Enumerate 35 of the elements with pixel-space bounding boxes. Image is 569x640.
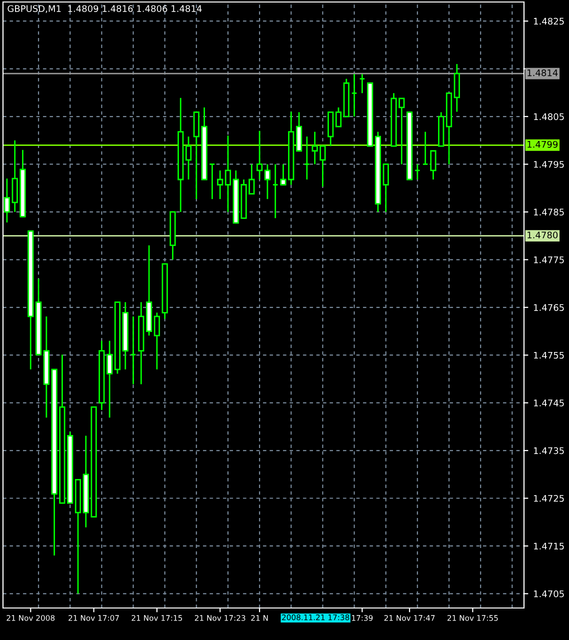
candlestick — [351, 73, 358, 118]
y-tick-label: 1.4785 — [534, 208, 564, 216]
candlestick — [154, 312, 160, 370]
y-tick-label: 1.4755 — [534, 352, 564, 359]
candlestick — [209, 164, 216, 200]
y-tick-label: 1.4705 — [534, 590, 564, 598]
y-tick-label: 1.4765 — [534, 304, 564, 311]
y-tick-label: 1.4715 — [534, 542, 564, 550]
y-tick-label: 1.4725 — [534, 494, 564, 502]
candlestick — [454, 63, 460, 112]
y-tick-label: 1.4795 — [534, 160, 564, 168]
candlestick — [224, 134, 232, 213]
ref-line-label: 1.4814 — [528, 69, 558, 76]
ref-line-label: 1.4799 — [528, 140, 558, 148]
candlestick — [264, 164, 271, 200]
candlestick — [304, 136, 310, 180]
y-tick-label: 1.4745 — [534, 400, 564, 406]
candlestick — [217, 170, 224, 200]
candlestick — [185, 136, 192, 180]
candlestick — [106, 340, 113, 418]
candlestick — [256, 130, 263, 180]
candlestick — [422, 131, 428, 165]
chart-title: GBPUSD,M1 1.4809 1.4816 1.4806 1.4814 — [8, 5, 202, 13]
candlestick — [335, 106, 342, 128]
y-tick-label: 1.4805 — [534, 113, 564, 120]
candlestick — [414, 164, 420, 180]
ref-line-label: 1.4780 — [528, 232, 558, 238]
candlestick — [382, 164, 389, 213]
y-tick-label: 1.4825 — [534, 18, 564, 25]
y-tick-label: 1.4735 — [534, 447, 564, 454]
candlestick — [272, 164, 278, 219]
y-tick-label: 1.4775 — [534, 256, 564, 264]
candlestick — [130, 316, 136, 385]
candlestick — [359, 73, 366, 94]
candlestick — [430, 150, 436, 180]
